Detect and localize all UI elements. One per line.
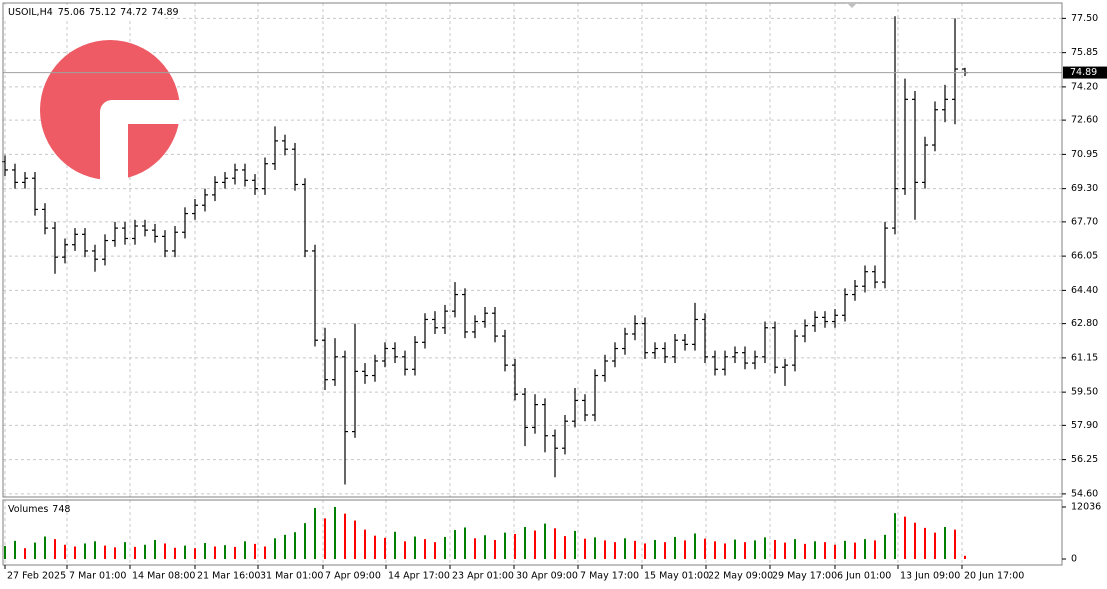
symbol: USOIL,H4 — [8, 7, 53, 18]
y-tick-label: 69.30 — [1071, 183, 1098, 194]
x-tick-label: 23 Apr 01:00 — [452, 571, 514, 582]
x-tick-label: 22 May 09:00 — [708, 571, 773, 582]
logo-cutout — [100, 100, 182, 182]
last-low: 74.72 — [120, 7, 147, 18]
y-tick-label: 59.50 — [1071, 387, 1098, 398]
x-tick-label: 21 Mar 16:00 — [197, 571, 260, 582]
last-volume: 748 — [52, 504, 70, 515]
x-tick-label: 31 Mar 01:00 — [260, 571, 323, 582]
x-tick-label: 20 Jun 17:00 — [964, 571, 1024, 582]
y-tick-label: 0 — [1071, 553, 1077, 564]
x-tick-label: 7 Apr 09:00 — [325, 571, 381, 582]
x-tick-label: 14 Apr 17:00 — [388, 571, 450, 582]
volume-header: Volumes 748 — [8, 504, 70, 515]
y-tick-label: 77.50 — [1071, 13, 1098, 24]
y-tick-label: 72.60 — [1071, 115, 1098, 126]
price-label-bg — [1063, 66, 1107, 79]
header-bg — [4, 5, 162, 19]
volume-title: Volumes — [8, 504, 48, 515]
y-tick-label: 67.70 — [1071, 216, 1098, 227]
last-close: 74.89 — [151, 7, 178, 18]
logo — [40, 40, 182, 182]
marks — [2, 16, 1062, 559]
x-tick-label: 14 Mar 08:00 — [132, 571, 195, 582]
x-tick-label: 30 Apr 09:00 — [516, 571, 578, 582]
x-tick-label: 15 May 01:00 — [644, 571, 709, 582]
scroll-marker — [847, 3, 857, 8]
y-tick-label: 62.80 — [1071, 318, 1098, 329]
last-high: 75.12 — [89, 7, 116, 18]
y-tick-label: 61.15 — [1071, 352, 1098, 363]
x-tick-label: 29 May 17:00 — [772, 571, 837, 582]
y-tick-label: 56.25 — [1071, 454, 1098, 465]
x-tick-label: 27 Feb 2025 — [7, 571, 66, 582]
y-tick-label: 66.05 — [1071, 251, 1098, 262]
y-tick-label: 74.20 — [1071, 81, 1098, 92]
volume-panel-frame — [2, 499, 1063, 566]
x-tick-label: 6 Jun 01:00 — [837, 571, 891, 582]
y-tick-label: 57.90 — [1071, 420, 1098, 431]
price-panel-frame — [2, 2, 1063, 498]
y-tick-label: 75.85 — [1071, 47, 1098, 58]
x-tick-label: 7 Mar 01:00 — [69, 571, 126, 582]
last-open: 75.06 — [58, 7, 85, 18]
y-tick-label: 64.40 — [1071, 285, 1098, 296]
x-tick-label: 13 Jun 09:00 — [900, 571, 960, 582]
y-tick-label: 54.60 — [1071, 488, 1098, 499]
grid — [3, 3, 1062, 565]
x-tick-label: 7 May 17:00 — [580, 571, 639, 582]
y-tick-label: 70.95 — [1071, 149, 1098, 160]
header: USOIL,H4 75.06 75.12 74.72 74.89 — [8, 7, 179, 18]
y-tick-label: 12036 — [1071, 502, 1101, 513]
price-label: 74.89 — [1070, 67, 1097, 78]
